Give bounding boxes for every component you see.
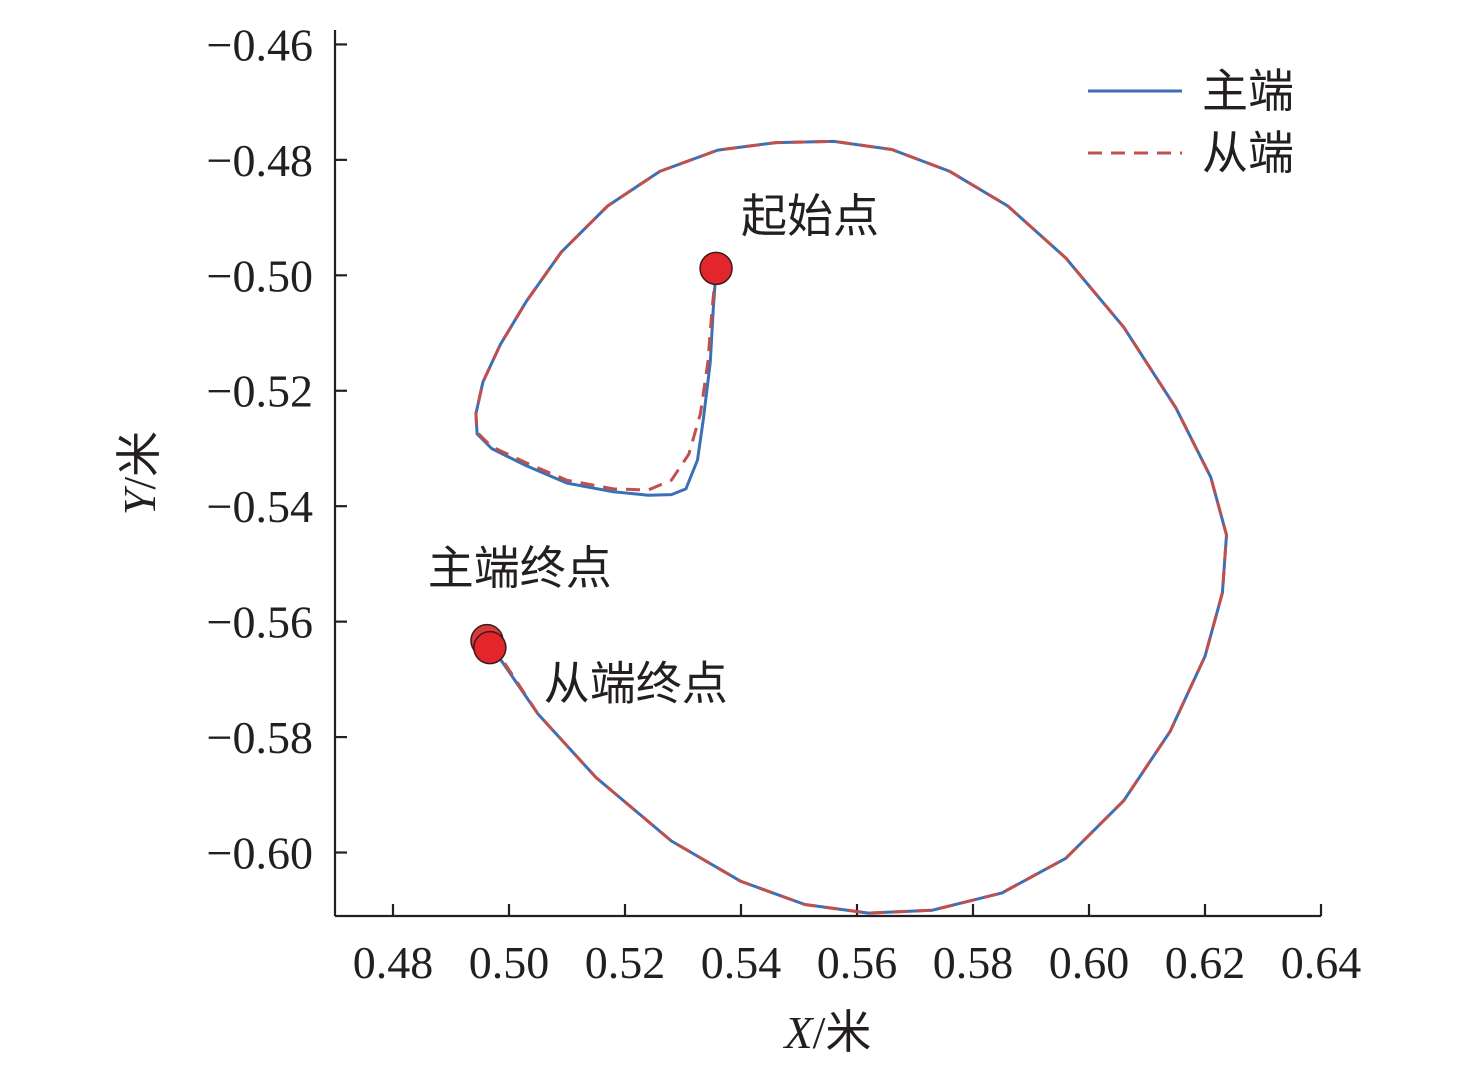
x-axis-title: X/米 (783, 1007, 872, 1058)
y-tick-label: −0.48 (207, 135, 313, 186)
axes: 0.48 0.50 0.52 0.54 0.56 0.58 0.60 0.62 0.64 −0.4… (207, 19, 1362, 988)
annotation-label: 从端终点 (544, 659, 728, 710)
y-tick-label: −0.56 (207, 597, 313, 648)
legend-label-0: 主端 (1202, 66, 1294, 117)
y-axis-title-var: Y (114, 485, 165, 515)
y-tick-label: −0.54 (207, 481, 313, 532)
x-tick-label: 0.60 (1049, 937, 1130, 988)
legend-label-1: 从端 (1202, 128, 1294, 179)
x-tick-label: 0.48 (353, 937, 434, 988)
series-line-slave (474, 139, 1228, 915)
y-tick-label: −0.50 (207, 250, 313, 301)
x-tick-label: 0.58 (933, 937, 1014, 988)
y-axis-title: Y/米 (114, 431, 165, 515)
x-tick-label: 0.52 (585, 937, 666, 988)
x-axis-title-var: X (783, 1007, 815, 1058)
series-layer (474, 139, 1228, 915)
annotation-label: 起始点 (741, 191, 879, 242)
marker-point-2 (699, 251, 733, 286)
y-tick-label: −0.60 (207, 828, 313, 879)
marker-layer (470, 251, 733, 665)
y-axis-title-unit: /米 (114, 431, 165, 490)
y-tick-label: −0.58 (207, 712, 313, 763)
annotation-label: 主端终点 (428, 543, 612, 594)
x-tick-label: 0.62 (1165, 937, 1246, 988)
x-tick-label: 0.50 (469, 937, 550, 988)
series-line-master (474, 139, 1228, 915)
y-tick-label: −0.52 (207, 366, 313, 417)
x-axis-title-unit: /米 (813, 1007, 872, 1058)
x-tick-label: 0.56 (817, 937, 898, 988)
marker-point-1 (473, 630, 507, 665)
x-tick-label: 0.64 (1281, 937, 1362, 988)
y-tick-label: −0.46 (207, 19, 313, 70)
x-tick-label: 0.54 (701, 937, 782, 988)
